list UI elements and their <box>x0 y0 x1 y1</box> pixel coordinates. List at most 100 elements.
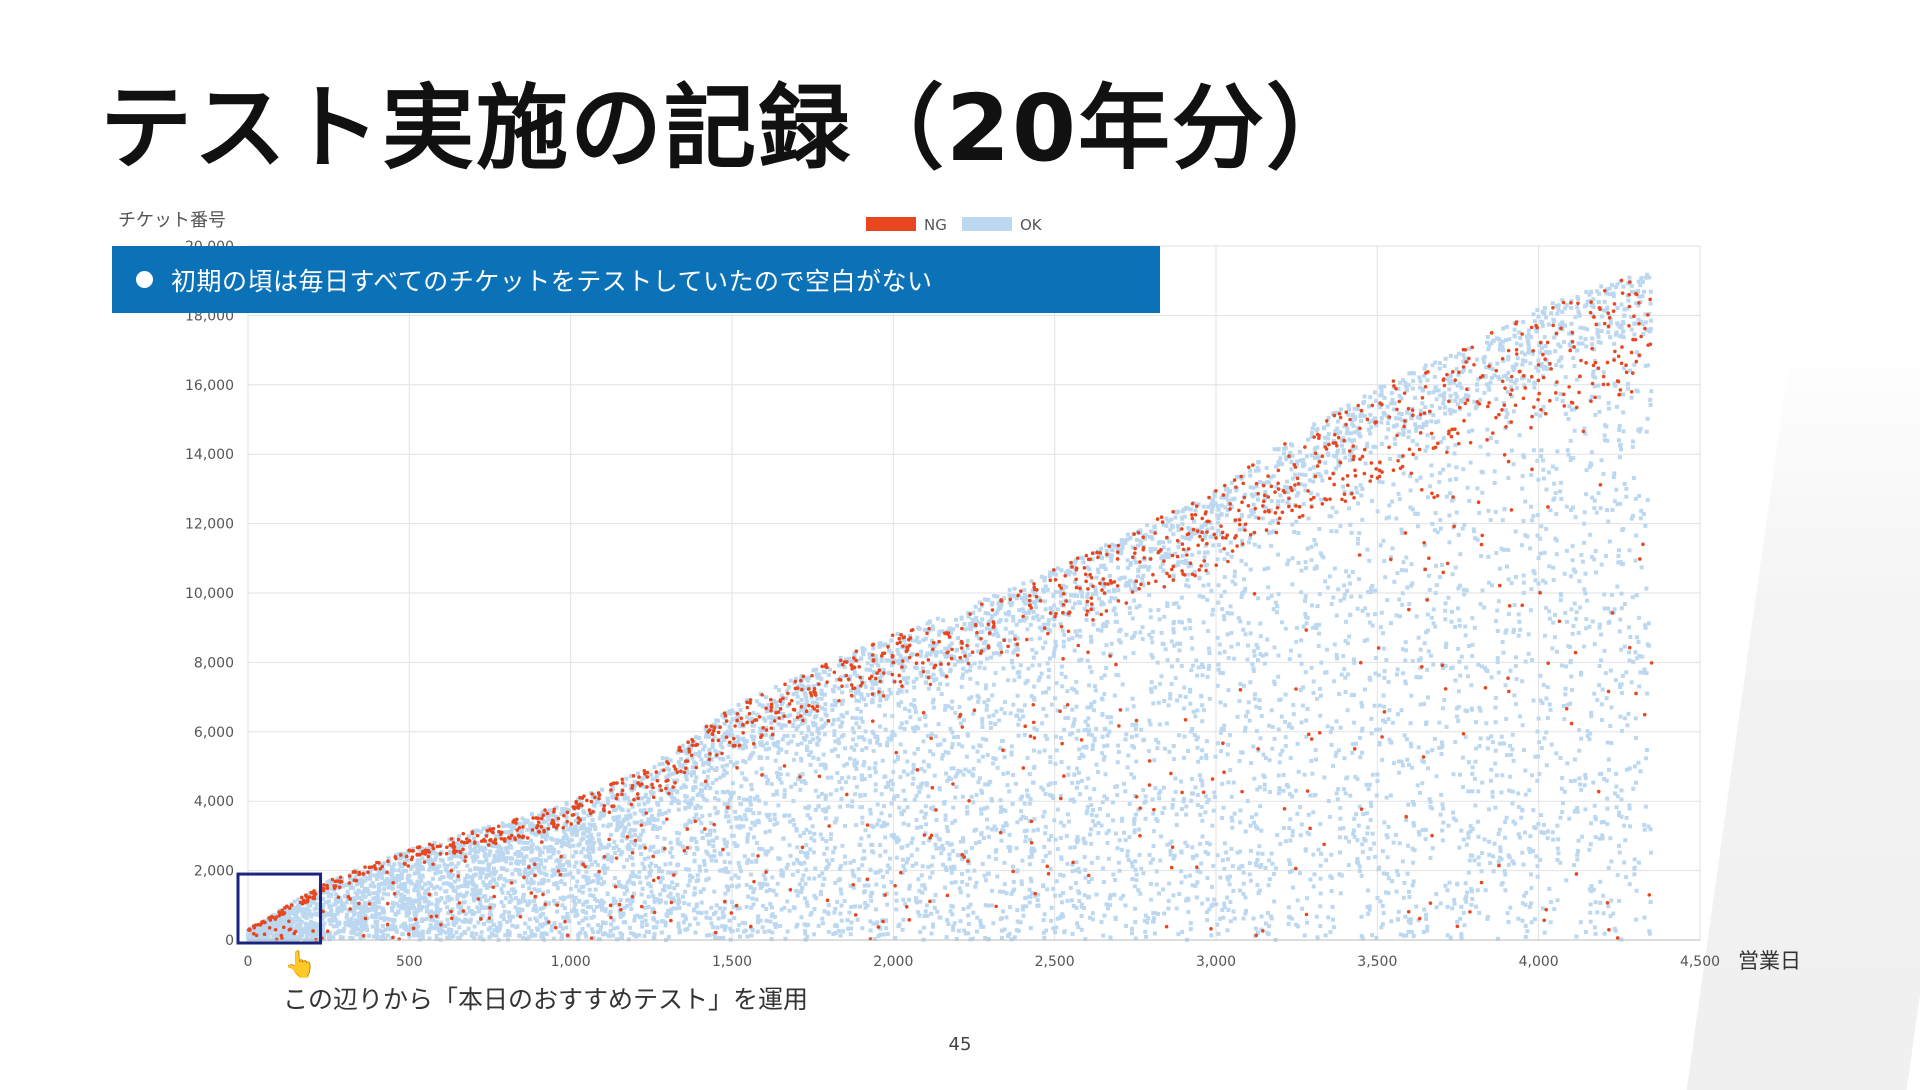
ok-point <box>1415 614 1419 618</box>
ok-point <box>1070 687 1074 691</box>
ok-point <box>1155 869 1159 873</box>
ok-point <box>581 919 585 923</box>
ok-point <box>978 665 982 669</box>
ok-point <box>1374 936 1378 940</box>
ok-point <box>1626 387 1630 391</box>
ok-point <box>1457 846 1461 850</box>
ok-point <box>1127 858 1131 862</box>
ok-point <box>1521 474 1525 478</box>
ok-point <box>1074 860 1078 864</box>
ok-point <box>937 687 941 691</box>
ok-point <box>800 878 804 882</box>
ok-point <box>667 935 671 939</box>
ok-point <box>1223 590 1227 594</box>
ok-point <box>859 837 863 841</box>
ok-point <box>1371 624 1375 628</box>
ok-point <box>1167 703 1171 707</box>
ok-point <box>836 754 840 758</box>
ok-point <box>1531 514 1535 518</box>
ok-point <box>612 840 616 844</box>
ok-point <box>1172 857 1176 861</box>
ok-point <box>1184 898 1188 902</box>
ok-point <box>1552 482 1556 486</box>
ok-point <box>837 664 841 668</box>
ok-point <box>643 900 647 904</box>
ok-point <box>1111 818 1115 822</box>
ok-point <box>1506 476 1510 480</box>
ok-point <box>935 833 939 837</box>
ok-point <box>1304 594 1308 598</box>
ok-point <box>912 763 916 767</box>
ok-point <box>1375 779 1379 783</box>
ok-point <box>1217 583 1221 587</box>
ok-point <box>1318 687 1322 691</box>
ok-point <box>944 814 948 818</box>
ok-point <box>933 906 937 910</box>
ok-point <box>1329 529 1333 533</box>
ok-point <box>1600 458 1604 462</box>
ok-point <box>1404 933 1408 937</box>
ok-point <box>897 806 901 810</box>
ok-point <box>328 905 332 909</box>
ok-point <box>375 924 379 928</box>
ok-point <box>1409 694 1413 698</box>
ok-point <box>822 753 826 757</box>
ok-point <box>968 653 972 657</box>
ok-point <box>979 807 983 811</box>
ok-point <box>1506 548 1510 552</box>
ok-point <box>1535 459 1539 463</box>
ok-point <box>404 897 408 901</box>
ok-point <box>641 887 645 891</box>
ok-point <box>774 922 778 926</box>
ok-point <box>1363 688 1367 692</box>
ok-point <box>1216 557 1220 561</box>
ok-point <box>799 915 803 919</box>
ok-point <box>1189 799 1193 803</box>
ok-point <box>1311 853 1315 857</box>
ok-point <box>1350 693 1354 697</box>
ok-point <box>1448 881 1452 885</box>
ok-point <box>744 817 748 821</box>
ok-point <box>1216 853 1220 857</box>
ok-point <box>814 789 818 793</box>
ok-point <box>1336 797 1340 801</box>
ok-point <box>1148 723 1152 727</box>
ok-point <box>1124 732 1128 736</box>
ok-point <box>1036 898 1040 902</box>
ok-point <box>1085 603 1089 607</box>
ok-point <box>1429 800 1433 804</box>
ok-point <box>1072 800 1076 804</box>
ok-point <box>1370 584 1374 588</box>
ok-point <box>1226 908 1230 912</box>
ok-point <box>718 936 722 940</box>
ok-point <box>1303 484 1307 488</box>
ok-point <box>721 915 725 919</box>
ok-point <box>1016 694 1020 698</box>
ok-point <box>1443 609 1447 613</box>
ok-point <box>612 927 616 931</box>
ok-point <box>1188 626 1192 630</box>
ok-point <box>1563 572 1567 576</box>
ok-point <box>586 923 590 927</box>
ok-point <box>1180 880 1184 884</box>
ok-point <box>1118 869 1122 873</box>
ok-point <box>1128 606 1132 610</box>
ok-point <box>558 923 562 927</box>
ok-point <box>890 880 894 884</box>
ok-point <box>664 901 668 905</box>
ok-point <box>1516 791 1520 795</box>
ok-point <box>1144 935 1148 939</box>
ok-point <box>1563 790 1567 794</box>
ok-point <box>1214 902 1218 906</box>
ok-point <box>1365 831 1369 835</box>
ok-point <box>1180 522 1184 526</box>
ok-point <box>1530 518 1534 522</box>
ok-point <box>1043 749 1047 753</box>
ok-point <box>1103 914 1107 918</box>
ok-point <box>869 899 873 903</box>
ok-point <box>1555 397 1559 401</box>
ok-point <box>1062 640 1066 644</box>
ok-point <box>595 905 599 909</box>
ok-point <box>1618 629 1622 633</box>
ok-point <box>1023 733 1027 737</box>
